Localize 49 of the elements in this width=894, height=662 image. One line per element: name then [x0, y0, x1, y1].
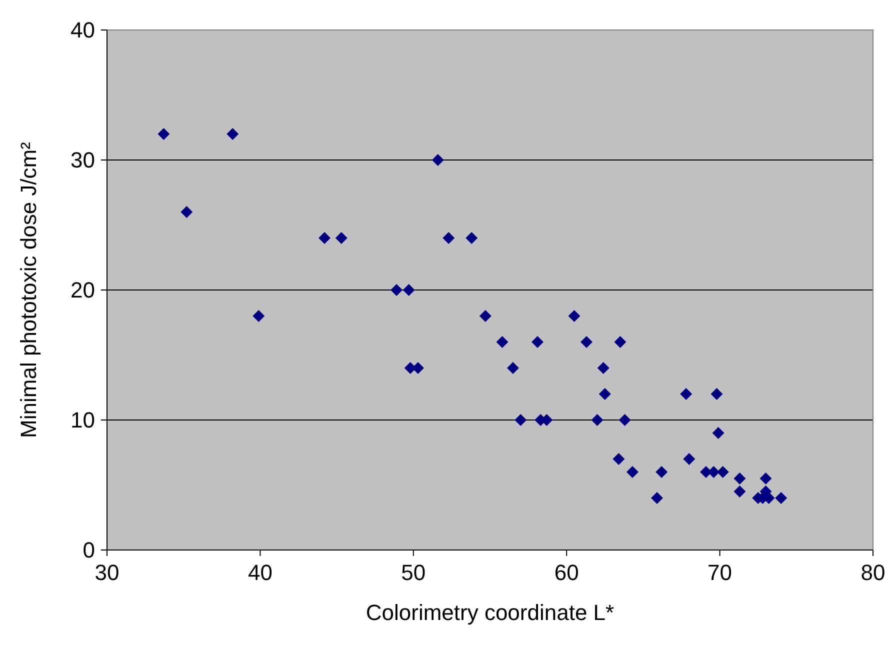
point — [531, 336, 544, 348]
point — [158, 128, 170, 140]
point — [614, 336, 626, 348]
x-tick-label: 70 — [708, 560, 732, 585]
point — [716, 466, 729, 478]
point — [318, 232, 331, 244]
point — [432, 154, 444, 166]
point — [402, 284, 415, 296]
point — [226, 128, 239, 140]
x-tick-label: 30 — [94, 560, 120, 585]
point — [252, 310, 265, 322]
point — [618, 414, 631, 426]
point — [591, 414, 604, 426]
point — [710, 388, 723, 400]
x-tick-label: 50 — [401, 560, 426, 585]
point — [335, 232, 348, 244]
point — [514, 414, 527, 426]
point — [680, 388, 692, 400]
x-tick-label: 40 — [248, 560, 272, 585]
point — [598, 388, 611, 400]
point — [597, 362, 610, 374]
point — [683, 453, 696, 465]
y-tick-label: 30 — [70, 148, 95, 173]
x-tick-label: 80 — [860, 560, 886, 585]
y-tick-label: 0 — [82, 538, 95, 563]
point — [580, 336, 593, 348]
point — [760, 472, 772, 484]
x-axis-title: Colorimetry coordinate L* — [366, 600, 615, 625]
point — [775, 492, 788, 504]
point — [650, 492, 663, 504]
point — [734, 472, 746, 484]
point — [496, 336, 508, 348]
point — [568, 310, 580, 322]
y-tick-label: 40 — [70, 18, 95, 43]
point — [390, 284, 403, 296]
y-axis-title: Minimal phototoxic dose J/cm² — [16, 142, 41, 438]
point — [466, 232, 478, 244]
point — [612, 453, 625, 465]
point — [506, 362, 519, 374]
x-tick-label: 60 — [554, 560, 579, 585]
point — [734, 486, 746, 498]
point — [180, 206, 193, 218]
point — [656, 466, 668, 478]
y-tick-label: 10 — [70, 408, 95, 433]
point — [712, 427, 724, 439]
y-tick-label: 20 — [70, 278, 95, 303]
point — [479, 310, 492, 322]
point — [442, 232, 455, 244]
point — [626, 466, 638, 478]
